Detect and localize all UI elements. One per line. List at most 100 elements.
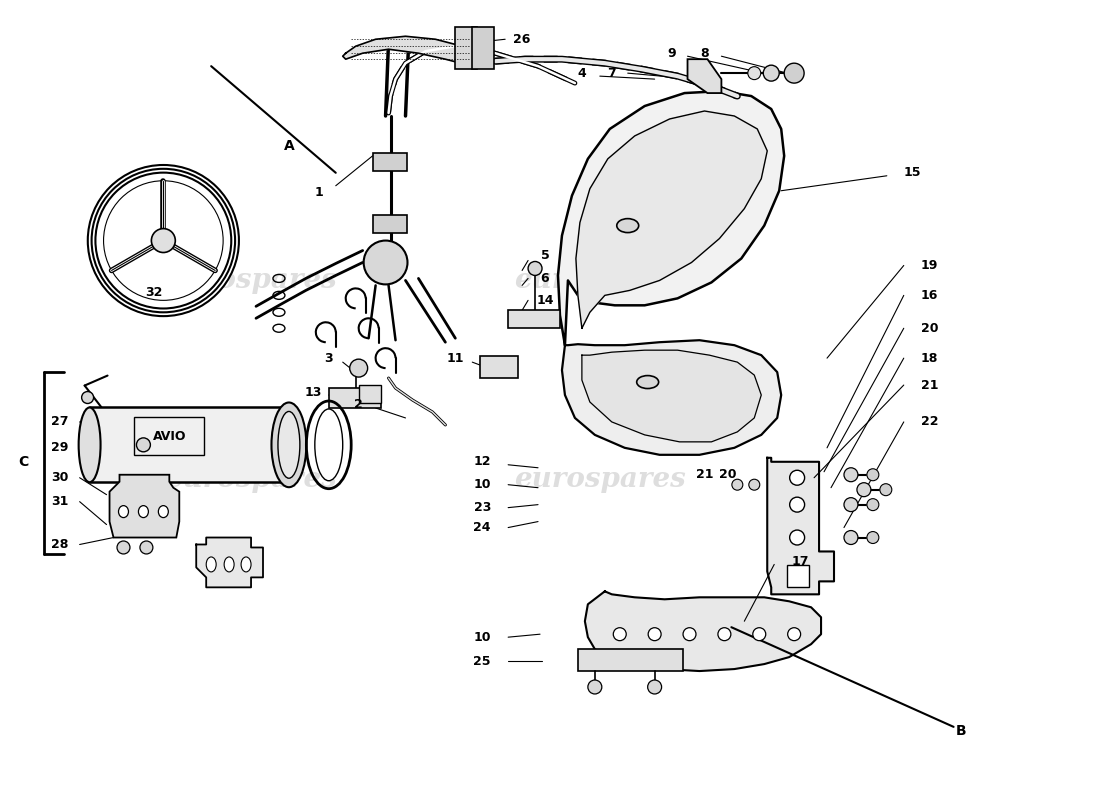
Ellipse shape: [78, 407, 100, 482]
Bar: [455, 27, 477, 69]
Ellipse shape: [139, 506, 148, 518]
Text: 20: 20: [718, 468, 736, 482]
Circle shape: [790, 530, 804, 545]
Circle shape: [528, 262, 542, 275]
Polygon shape: [110, 474, 179, 538]
Text: 17: 17: [791, 555, 808, 568]
Circle shape: [648, 628, 661, 641]
Text: 21: 21: [695, 468, 713, 482]
Text: 18: 18: [921, 352, 938, 365]
Text: eurospares: eurospares: [165, 466, 337, 494]
Text: 24: 24: [473, 521, 491, 534]
Text: 14: 14: [537, 294, 553, 307]
Text: 16: 16: [921, 289, 938, 302]
Circle shape: [857, 482, 871, 497]
Text: 10: 10: [473, 478, 491, 491]
Ellipse shape: [158, 506, 168, 518]
Text: AVIO: AVIO: [153, 430, 186, 443]
Text: eurospares: eurospares: [514, 267, 685, 294]
Text: 12: 12: [473, 455, 491, 468]
Ellipse shape: [617, 218, 639, 233]
Bar: [373, 153, 407, 170]
Text: 9: 9: [668, 46, 675, 60]
Circle shape: [152, 229, 175, 253]
Circle shape: [790, 497, 804, 512]
Ellipse shape: [637, 375, 659, 389]
Circle shape: [117, 541, 130, 554]
Circle shape: [732, 479, 742, 490]
Circle shape: [784, 63, 804, 83]
Text: 23: 23: [473, 501, 491, 514]
Polygon shape: [558, 91, 784, 345]
Text: C: C: [19, 454, 29, 469]
Bar: [359, 385, 381, 403]
Circle shape: [364, 241, 407, 285]
Text: 19: 19: [921, 259, 938, 272]
Text: 15: 15: [904, 166, 922, 179]
Circle shape: [683, 628, 696, 641]
Circle shape: [867, 531, 879, 543]
Circle shape: [867, 498, 879, 510]
Circle shape: [140, 541, 153, 554]
Text: eurospares: eurospares: [165, 267, 337, 294]
Circle shape: [718, 628, 730, 641]
Text: 32: 32: [145, 286, 162, 299]
Bar: [329, 388, 381, 408]
Text: 28: 28: [51, 538, 68, 551]
Circle shape: [867, 469, 879, 481]
Text: A: A: [284, 139, 295, 153]
Circle shape: [763, 65, 779, 81]
Text: 5: 5: [540, 249, 549, 262]
Text: 31: 31: [51, 495, 68, 508]
Text: 25: 25: [473, 654, 491, 667]
Text: 20: 20: [921, 322, 938, 334]
Circle shape: [614, 628, 626, 641]
Text: 21: 21: [921, 378, 938, 391]
Polygon shape: [562, 340, 781, 455]
Ellipse shape: [119, 506, 129, 518]
Polygon shape: [196, 538, 263, 587]
Text: 3: 3: [324, 352, 333, 365]
Polygon shape: [688, 59, 722, 93]
Text: 2: 2: [354, 398, 363, 411]
Circle shape: [788, 628, 801, 641]
Circle shape: [748, 66, 761, 80]
Text: B: B: [955, 724, 966, 738]
Bar: [508, 310, 560, 328]
Circle shape: [648, 680, 661, 694]
Text: 1: 1: [315, 186, 323, 199]
Circle shape: [136, 438, 151, 452]
Circle shape: [844, 468, 858, 482]
Polygon shape: [585, 591, 821, 671]
Polygon shape: [343, 36, 478, 66]
Polygon shape: [582, 350, 761, 442]
Text: 29: 29: [51, 442, 68, 454]
Text: 13: 13: [304, 386, 321, 398]
Text: 4: 4: [578, 66, 586, 80]
Polygon shape: [576, 111, 767, 328]
Ellipse shape: [272, 402, 306, 487]
Text: 6: 6: [541, 272, 549, 285]
Circle shape: [790, 470, 804, 486]
Text: eurospares: eurospares: [514, 466, 685, 494]
Polygon shape: [767, 458, 834, 594]
Bar: [373, 214, 407, 233]
Text: 8: 8: [700, 46, 708, 60]
Circle shape: [844, 498, 858, 512]
Ellipse shape: [315, 409, 343, 481]
Circle shape: [587, 680, 602, 694]
Circle shape: [350, 359, 367, 377]
Text: 26: 26: [514, 33, 531, 46]
Circle shape: [752, 628, 766, 641]
Circle shape: [880, 484, 892, 496]
Circle shape: [81, 391, 94, 403]
Bar: [578, 649, 682, 671]
Bar: [472, 27, 494, 69]
Text: 7: 7: [607, 66, 616, 80]
Circle shape: [91, 169, 235, 312]
Ellipse shape: [206, 557, 217, 572]
Text: 27: 27: [51, 415, 68, 429]
Ellipse shape: [241, 557, 251, 572]
Text: 30: 30: [51, 471, 68, 484]
Circle shape: [844, 530, 858, 545]
